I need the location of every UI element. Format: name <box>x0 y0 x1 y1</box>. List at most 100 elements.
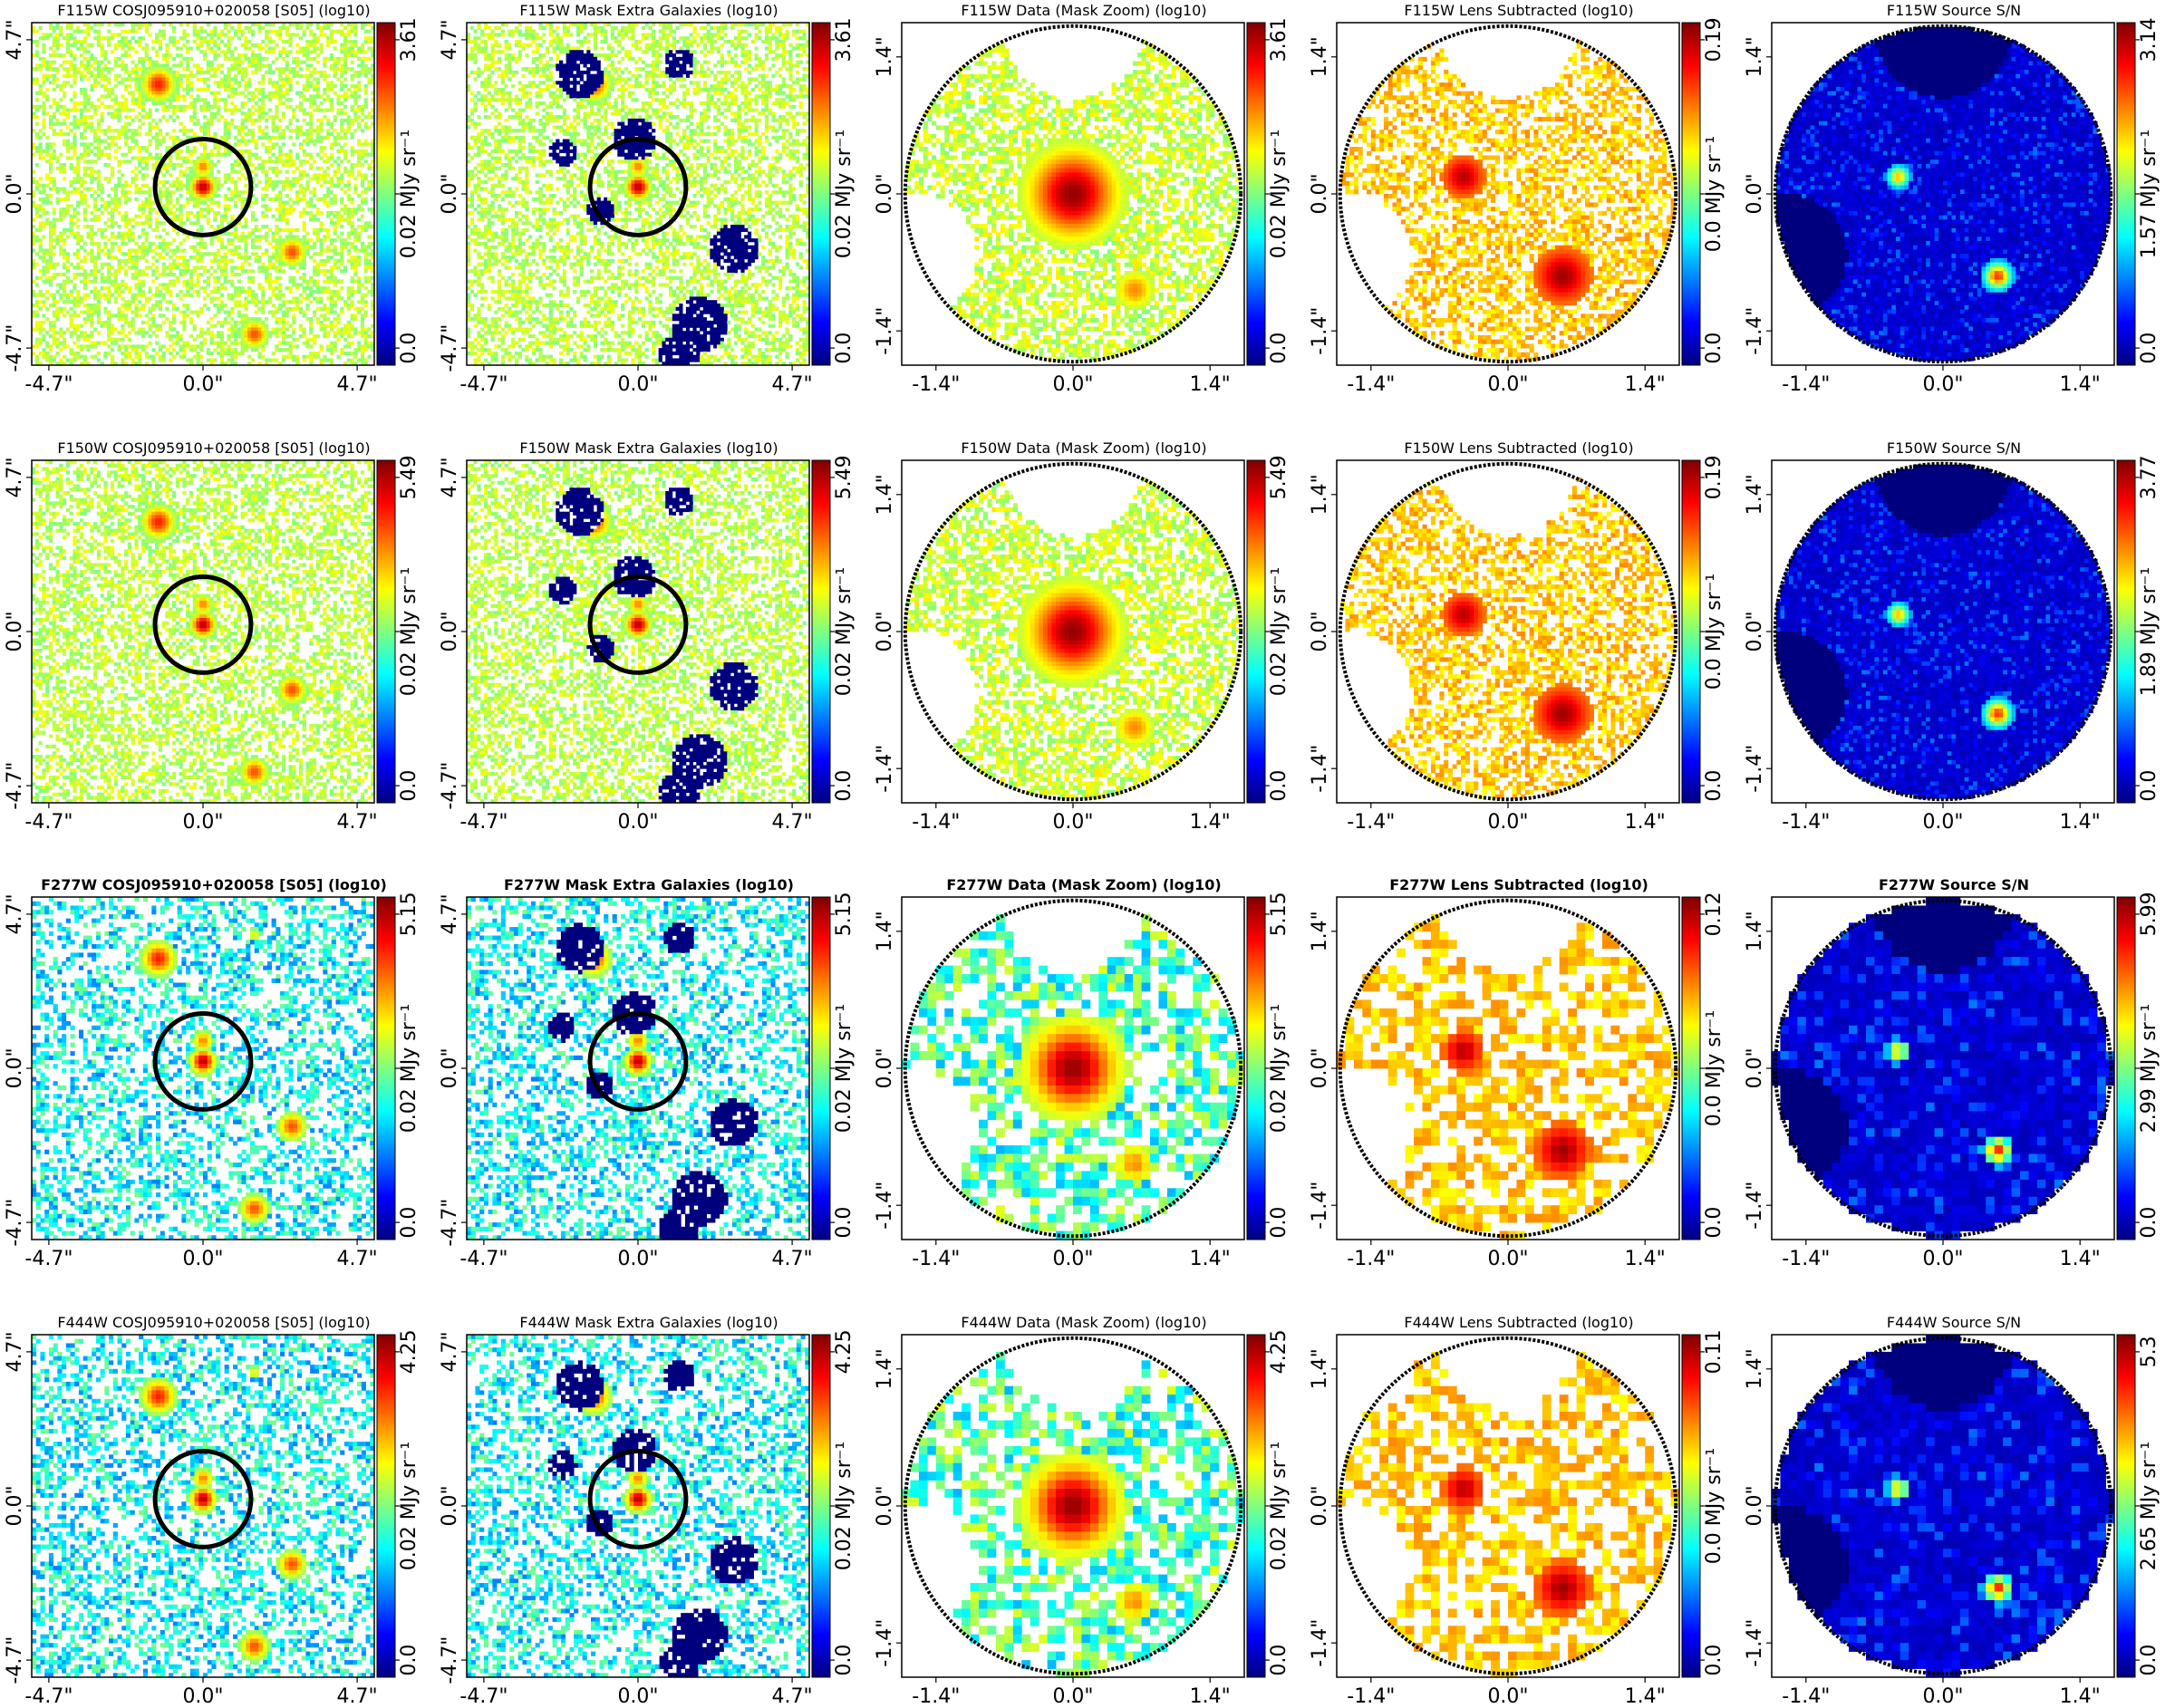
mask-boundary-circle <box>1338 1336 1678 1676</box>
colorbar-tick-label: 0.0 <box>1703 1645 1726 1676</box>
colorbar-tick-label: 0.19 <box>1703 455 1726 499</box>
panel-r0-c1: F115W Mask Extra Galaxies (log10) -4.7" 4.… <box>439 2 856 396</box>
heatmap-cells <box>1337 1351 1679 1677</box>
x-tick-label: 0.0" <box>182 1248 223 1270</box>
colorbar-tick-label: 0.0 <box>2138 1645 2160 1676</box>
panel-r1-c1: F150W Mask Extra Galaxies (log10) -4.7" 4.… <box>439 439 856 834</box>
x-tick-label: 4.7" <box>772 373 813 396</box>
x-tick-label: -4.7" <box>459 811 508 834</box>
y-tick-label: 0.0" <box>4 173 26 214</box>
colorbar-tick-label: 0.0 <box>398 770 420 802</box>
aperture-circle <box>587 137 689 237</box>
heatmap-cells <box>1772 897 2114 1240</box>
colorbar-tick-label: 0.0 <box>1703 770 1726 802</box>
y-tick-label: 1.4" <box>1309 911 1331 951</box>
colorbar-tick-label: 0.0 <box>1268 1207 1290 1239</box>
panel-title: F444W Source S/N <box>1887 1314 2021 1331</box>
x-tick-label: -1.4" <box>1782 1248 1830 1270</box>
x-tick-label: -1.4" <box>1347 811 1395 834</box>
colorbar: 5.15 0.02 MJy sr⁻¹ 0.0 <box>811 892 856 1240</box>
panel-r0-c4: F115W Source S/N -1.4" 1.4" 0.0" 0.0" 1.4" -1.… <box>1744 2 2160 396</box>
x-tick-label: 4.7" <box>337 1248 378 1270</box>
colorbar-tick-label: 0.12 <box>1703 892 1726 936</box>
y-tick-label: 0.0" <box>1744 611 1766 651</box>
colorbar-tick-label: 3.61 <box>398 17 420 62</box>
y-tick-label: 0.0" <box>4 611 26 651</box>
y-tick-label: 4.7" <box>4 19 26 60</box>
heatmap-cells <box>32 1335 374 1677</box>
image-area <box>467 460 809 803</box>
heatmap-cells <box>1337 913 1679 1240</box>
colorbar-tick-label: 0.0 <box>2138 770 2160 802</box>
colorbar-label: 0.02 MJy sr⁻¹ <box>398 567 420 696</box>
colorbar-tick-label: 0.19 <box>1703 17 1726 62</box>
y-tick-label: 0.0" <box>874 1047 896 1088</box>
x-tick-label: -1.4" <box>912 1685 960 1708</box>
x-tick-label: -1.4" <box>1782 373 1830 396</box>
image-area <box>32 460 374 803</box>
y-tick-label: -4.7" <box>439 1199 461 1247</box>
x-tick-label: 1.4" <box>1190 1248 1231 1270</box>
y-tick-label: -1.4" <box>874 1619 896 1667</box>
panel-title: F115W Data (Mask Zoom) (log10) <box>961 2 1206 19</box>
x-tick-label: 1.4" <box>2060 373 2101 396</box>
x-tick-label: 0.0" <box>1487 373 1528 396</box>
image-area <box>32 1335 374 1677</box>
y-tick-label: -1.4" <box>874 745 896 793</box>
image-area <box>467 897 809 1240</box>
colorbar-label: 0.0 MJy sr⁻¹ <box>1703 136 1726 252</box>
aperture-circle <box>587 1449 689 1549</box>
panel-title: F444W COSJ095910+020058 [S05] (log10) <box>57 1314 370 1331</box>
y-tick-label: 1.4" <box>1309 474 1331 515</box>
colorbar-label: 1.89 MJy sr⁻¹ <box>2138 567 2160 696</box>
y-tick-label: 4.7" <box>439 893 461 934</box>
y-tick-label: 1.4" <box>1744 1348 1766 1389</box>
image-area <box>1772 460 2114 803</box>
x-tick-label: 0.0" <box>617 811 658 834</box>
image-area <box>467 1335 809 1677</box>
panel-r1-c0: F150W COSJ095910+020058 [S05] (log10) -4.… <box>4 439 420 834</box>
image-area <box>902 23 1244 365</box>
image-area <box>467 23 809 365</box>
panel-title: F277W Data (Mask Zoom) (log10) <box>946 876 1221 893</box>
colorbar-label: 2.65 MJy sr⁻¹ <box>2138 1442 2160 1570</box>
panel-title: F150W Data (Mask Zoom) (log10) <box>961 439 1206 457</box>
colorbar-label: 1.57 MJy sr⁻¹ <box>2138 130 2160 258</box>
y-tick-label: -1.4" <box>1309 745 1331 793</box>
x-tick-label: 0.0" <box>182 373 223 396</box>
panel-title: F444W Data (Mask Zoom) (log10) <box>961 1314 1206 1331</box>
x-tick-label: 0.0" <box>1052 1685 1093 1708</box>
x-tick-label: 0.0" <box>1052 811 1093 834</box>
panel-title: F150W Source S/N <box>1887 439 2021 457</box>
x-tick-label: -1.4" <box>912 811 960 834</box>
image-area <box>1337 1335 1679 1677</box>
colorbar-label: 0.02 MJy sr⁻¹ <box>833 1004 856 1133</box>
x-tick-label: 1.4" <box>2060 1685 2101 1708</box>
aperture-circle <box>152 574 254 675</box>
colorbar: 0.11 0.0 MJy sr⁻¹ 0.0 <box>1681 1329 1726 1678</box>
heatmap-cells <box>467 23 809 365</box>
colorbar-tick-label: 0.0 <box>833 1207 856 1239</box>
x-tick-label: 0.0" <box>1487 1685 1528 1708</box>
colorbar-label: 0.02 MJy sr⁻¹ <box>833 130 856 258</box>
y-tick-label: 0.0" <box>4 1047 26 1088</box>
image-area <box>32 23 374 365</box>
heatmap-cells <box>1340 477 1676 799</box>
colorbar-label: 0.02 MJy sr⁻¹ <box>1268 1004 1290 1133</box>
heatmap-cells <box>32 460 374 803</box>
y-tick-label: 0.0" <box>1309 1485 1331 1526</box>
heatmap-cells <box>1775 464 2111 799</box>
colorbar-tick-label: 0.0 <box>2138 333 2160 364</box>
colorbar-tick-label: 0.0 <box>1268 770 1290 802</box>
colorbar-label: 0.02 MJy sr⁻¹ <box>1268 567 1290 696</box>
y-tick-label: -4.7" <box>439 762 461 810</box>
mask-boundary-circle <box>1338 461 1678 802</box>
colorbar-tick-label: 4.25 <box>1268 1329 1290 1374</box>
colorbar: 3.61 0.02 MJy sr⁻¹ 0.0 <box>376 17 420 366</box>
y-tick-label: 1.4" <box>1744 474 1766 515</box>
colorbar-tick-label: 5.15 <box>1268 892 1290 936</box>
colorbar: 3.61 0.02 MJy sr⁻¹ 0.0 <box>1246 17 1290 366</box>
y-tick-label: -1.4" <box>874 307 896 355</box>
panel-title: F444W Mask Extra Galaxies (log10) <box>519 1314 778 1331</box>
x-tick-label: 1.4" <box>1625 1248 1666 1270</box>
